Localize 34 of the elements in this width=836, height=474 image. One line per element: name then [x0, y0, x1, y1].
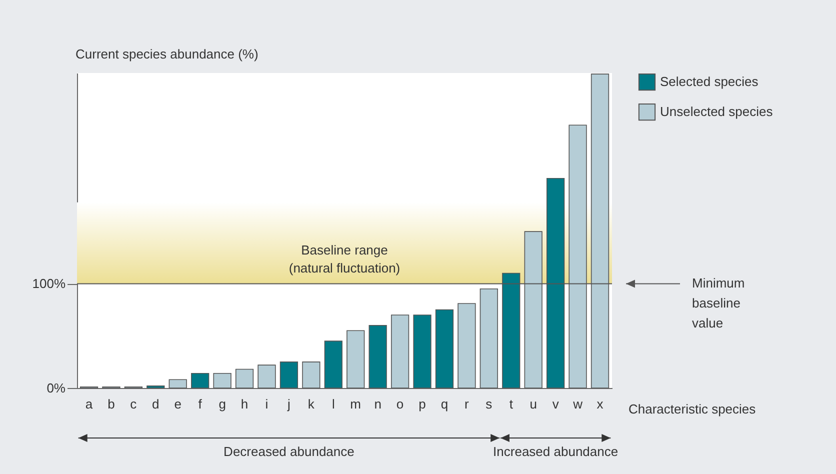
legend-label: Unselected species — [660, 104, 774, 119]
x-tick-label: x — [596, 396, 604, 412]
x-tick-label: b — [108, 396, 115, 412]
x-tick-label: a — [85, 396, 94, 412]
x-tick-label: o — [396, 396, 404, 412]
x-tick-label: i — [265, 396, 268, 412]
x-tick-label: d — [152, 396, 160, 412]
x-tick-label: g — [218, 396, 226, 412]
x-tick-label: e — [174, 396, 182, 412]
x-tick-label: r — [464, 396, 470, 412]
x-tick-label: k — [308, 396, 315, 412]
x-axis-title: Characteristic species — [628, 402, 756, 416]
x-tick-label: f — [198, 396, 202, 412]
x-tick-label: w — [572, 396, 584, 412]
y-axis-title: Current species abundance (%) — [76, 46, 258, 62]
x-tick-label: q — [440, 396, 448, 412]
x-tick-label: t — [509, 396, 514, 412]
y-tick-label: 100% — [32, 276, 66, 292]
x-tick-label: m — [350, 396, 362, 412]
x-tick-label: j — [286, 396, 291, 412]
x-tick-label: n — [374, 396, 382, 412]
x-tick-label: c — [130, 396, 138, 412]
x-tick-label: v — [552, 396, 560, 412]
legend-label: Selected species — [660, 74, 759, 89]
text: Increased abundance — [493, 444, 618, 459]
band-label: Baseline range (natural fluctuation) — [288, 242, 400, 276]
x-tick-label: h — [240, 396, 248, 412]
x-tick-label: s — [486, 396, 493, 412]
text: Decreased abundance — [224, 444, 354, 459]
y-tick-label: 0% — [46, 380, 66, 396]
x-tick-label: l — [332, 396, 335, 412]
x-tick-label: u — [530, 396, 537, 412]
legend-label: Minimum baseline value — [692, 276, 745, 331]
x-tick-label: p — [418, 396, 426, 412]
